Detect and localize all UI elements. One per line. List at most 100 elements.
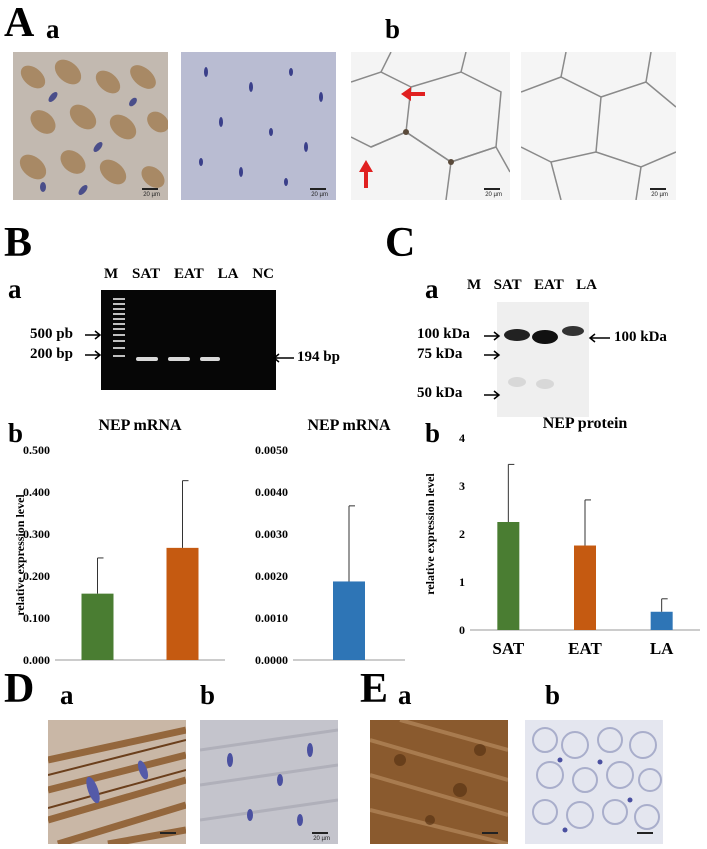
- agarose-gel-art: [101, 290, 276, 390]
- y-tick-label: 1: [459, 575, 465, 589]
- micrograph-b-right-art: [521, 52, 676, 200]
- x-tick-label: LA: [337, 667, 361, 670]
- y-tick-label: 0.300: [23, 527, 50, 541]
- x-tick-label: LA: [650, 639, 674, 658]
- gel-marker-200: 200 bp: [30, 346, 73, 362]
- blot-marker-100: 100 kDa: [417, 326, 470, 342]
- y-tick-label: 0.200: [23, 569, 50, 583]
- gel-lane-label: NC: [252, 266, 274, 282]
- arrow-right-icon: [85, 350, 102, 360]
- scale-bar-label: 20 µm: [143, 192, 160, 198]
- panel-d-sub-b: b: [200, 680, 216, 710]
- scale-bar-label: 20 µm: [313, 836, 330, 842]
- gel-lane-label: M: [104, 266, 119, 282]
- scale-bar-label: 20 µm: [311, 192, 328, 198]
- blot-marker-50: 50 kDa: [417, 385, 463, 401]
- y-tick-label: 0.0030: [255, 527, 288, 541]
- blot-lane-labels: M SAT EAT LA: [467, 277, 597, 294]
- panel-letter-d: D: [4, 666, 35, 712]
- panel-letter-e: E: [360, 666, 389, 712]
- scale-bar: [484, 188, 500, 190]
- y-tick-label: 0.500: [23, 443, 50, 457]
- panel-d-sub-a: a: [60, 680, 74, 710]
- chart-title: NEP mRNA: [307, 417, 391, 434]
- micrograph-d-left: [48, 720, 186, 844]
- bar-chart-mrna-la: NEP mRNA 0.0000 0.0010 0.0020 0.0030 0.0040 0.…: [255, 417, 405, 670]
- micrograph-e-left: [370, 720, 508, 844]
- scale-bar-label: 20 µm: [485, 192, 502, 198]
- panel-b-sub-a: a: [8, 274, 22, 304]
- arrow-left-icon: [588, 333, 610, 343]
- y-tick-label: 3: [459, 479, 465, 493]
- western-blot: [497, 302, 589, 417]
- blot-band-label: 100 kDa: [614, 329, 667, 345]
- y-tick-label: 4: [459, 431, 465, 445]
- gel-lane-label: LA: [217, 266, 239, 282]
- panel-c-sub-b: b: [425, 418, 441, 448]
- micrograph-a-right-art: [181, 52, 336, 200]
- panel-e-sub-b: b: [545, 680, 561, 710]
- gel-lane-labels: M SAT EAT LA NC: [104, 266, 274, 283]
- micrograph-e-right: [525, 720, 663, 844]
- panel-a-sub-b: b: [385, 14, 401, 44]
- micrograph-a-left-art: [13, 52, 168, 200]
- gel-lane-label: EAT: [174, 266, 204, 282]
- micrograph-e-left-art: [370, 720, 508, 844]
- scale-bar: [650, 188, 666, 190]
- micrograph-b-left-art: [351, 52, 510, 200]
- y-tick-label: 2: [459, 527, 465, 541]
- western-blot-art: [497, 302, 589, 417]
- bar: [166, 547, 199, 660]
- chart-title: NEP mRNA: [98, 417, 182, 434]
- gel-marker-500: 500 pb: [30, 326, 73, 342]
- y-tick-label: 0.0050: [255, 443, 288, 457]
- bar-chart-protein: NEP protein 0 1 2 3 4 relative expression leve…: [423, 415, 700, 658]
- scale-bar: [142, 188, 158, 190]
- arrow-right-icon: [484, 331, 501, 341]
- bar: [574, 545, 596, 630]
- panel-c-sub-a: a: [425, 274, 439, 304]
- y-tick-label: 0.0010: [255, 611, 288, 625]
- scale-bar: [310, 188, 326, 190]
- y-tick-label: 0: [459, 623, 465, 637]
- arrow-left-icon: [272, 353, 294, 363]
- panel-letter-b: B: [4, 220, 33, 266]
- bar: [650, 611, 673, 630]
- micrograph-d-right: 20 µm: [200, 720, 338, 844]
- micrograph-d-left-art: [48, 720, 186, 844]
- blot-marker-75: 75 kDa: [417, 346, 463, 362]
- blot-lane-label: M: [467, 277, 482, 293]
- arrow-right-icon: [85, 330, 102, 340]
- scale-bar: [482, 832, 498, 834]
- y-tick-label: 0.0040: [255, 485, 288, 499]
- gel-band-label: 194 bp: [297, 349, 340, 365]
- y-tick-label: 0.000: [23, 653, 50, 667]
- y-tick-label: 0.100: [23, 611, 50, 625]
- y-tick-label: 0.0020: [255, 569, 288, 583]
- bar: [333, 581, 365, 660]
- y-tick-label: 0.400: [23, 485, 50, 499]
- arrow-right-icon: [484, 350, 501, 360]
- micrograph-a-right: 20 µm: [181, 52, 336, 200]
- scale-bar-label: 20 µm: [651, 192, 668, 198]
- y-axis-label: relative expression level: [423, 473, 437, 595]
- micrograph-b-left: 20 µm: [351, 52, 510, 200]
- agarose-gel: [101, 290, 276, 390]
- x-tick-label: EAT: [166, 667, 200, 670]
- red-arrow-icon: [359, 160, 373, 188]
- panel-letter-a: A: [4, 0, 35, 46]
- blot-lane-label: EAT: [534, 277, 564, 293]
- x-tick-label: SAT: [492, 639, 524, 658]
- y-axis-label: relative expression level: [13, 494, 27, 616]
- micrograph-b-right: 20 µm: [521, 52, 676, 200]
- panel-a-sub-a: a: [46, 14, 60, 44]
- x-tick-label: EAT: [568, 639, 602, 658]
- panel-b-sub-b: b: [8, 418, 24, 448]
- micrograph-e-right-art: [525, 720, 663, 844]
- scale-bar: [160, 832, 176, 834]
- arrow-right-icon: [484, 390, 501, 400]
- gel-lane-label: SAT: [132, 266, 161, 282]
- scale-bar: [312, 832, 328, 834]
- blot-lane-label: LA: [576, 277, 597, 293]
- panel-e-sub-a: a: [398, 680, 412, 710]
